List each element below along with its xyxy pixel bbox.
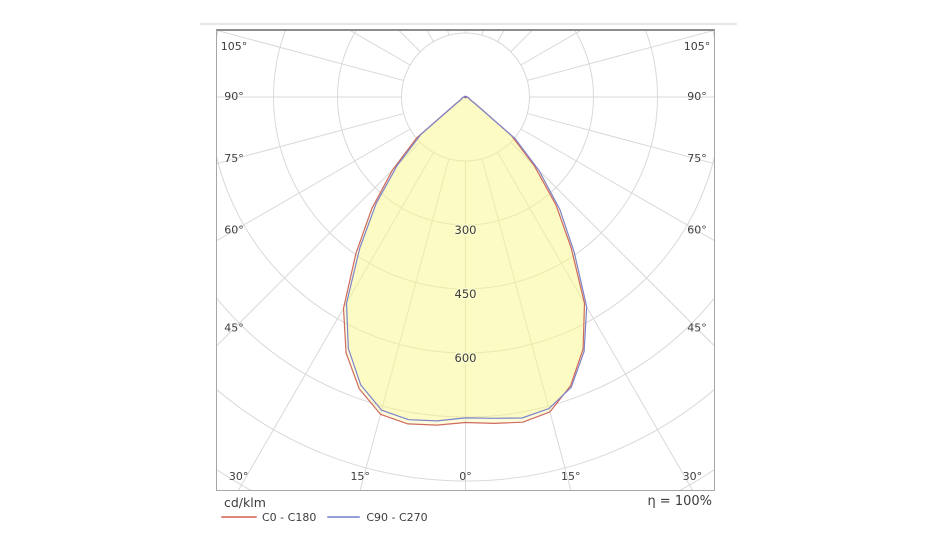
series-fill-1 [346, 96, 587, 421]
angle-label: 30° [683, 470, 703, 483]
angle-label: 75° [687, 152, 707, 165]
angle-label: 45° [687, 322, 707, 335]
polar-grid [217, 31, 714, 490]
angle-label: 30° [229, 470, 249, 483]
angle-label: 105° [684, 40, 711, 53]
efficiency-label: η = 100% [647, 494, 712, 509]
angle-label: 45° [224, 322, 244, 335]
legend-swatch-c90-c270 [327, 516, 361, 518]
legend: C0 - C180 C90 - C270 [221, 510, 428, 524]
photometric-plot-area: 300 450 600 0° 15° 15° 30° 30° 45° 45° 60° 60° 75° 75… [216, 29, 715, 491]
angle-label: 105° [221, 40, 248, 53]
angle-label: 15° [561, 470, 581, 483]
ring-label-600: 600 [455, 351, 477, 365]
legend-swatch-c0-c180 [221, 516, 257, 518]
series-curve-1 [345, 96, 588, 422]
angle-label: 90° [687, 90, 707, 103]
legend-label-c0-c180: C0 - C180 [262, 510, 317, 524]
polar-chart: 300 450 600 0° 15° 15° 30° 30° 45° 45° 60° 60° 75° 75… [217, 31, 714, 490]
unit-label: cd/klm [224, 495, 266, 510]
legend-label-c90-c270: C90 - C270 [366, 510, 428, 524]
angle-label: 75° [224, 152, 244, 165]
angle-label: 60° [687, 224, 707, 237]
series-fill-0 [343, 96, 585, 426]
ring-label-450: 450 [455, 287, 477, 301]
angle-label: 60° [224, 224, 244, 237]
angle-label: 15° [350, 470, 370, 483]
ring-label-300: 300 [455, 223, 477, 237]
angle-label: 90° [224, 90, 244, 103]
page-edge-line [200, 23, 737, 25]
angle-label: 0° [459, 470, 472, 483]
curve-origin-dot [464, 95, 467, 99]
